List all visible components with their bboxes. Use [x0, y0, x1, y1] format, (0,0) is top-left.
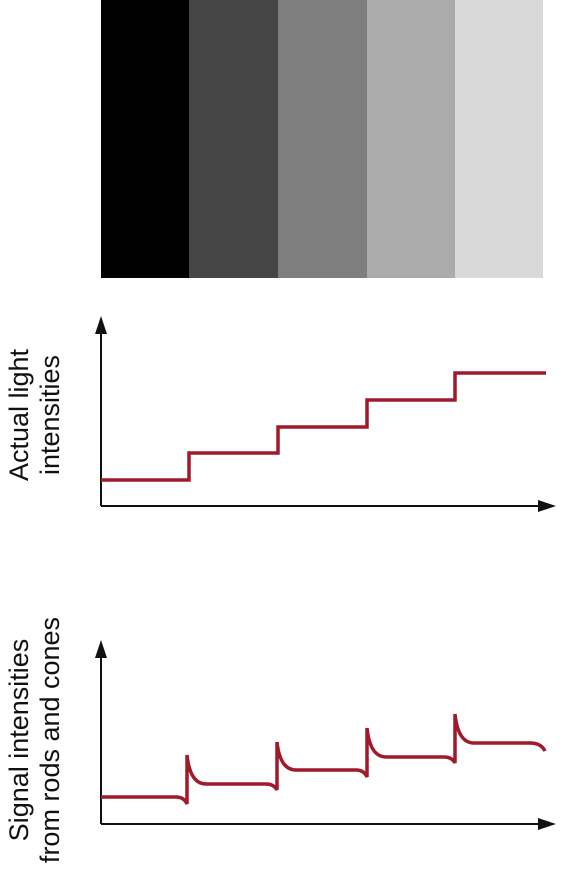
top-ylabel-line2: intensities [35, 355, 65, 475]
bottom-y-arrow [95, 640, 107, 658]
top-x-arrow [538, 500, 556, 512]
actual-intensity-graph: Actual light intensities [4, 316, 556, 512]
gray-bar-4 [367, 0, 455, 278]
signal-intensity-curve [101, 713, 547, 805]
top-axes [95, 316, 556, 512]
top-y-arrow [95, 316, 107, 334]
gray-bar-1 [101, 0, 189, 278]
bottom-ylabel-line2: from rods and cones [35, 617, 65, 863]
bottom-axes [95, 640, 556, 830]
gray-bar-3 [278, 0, 367, 278]
bottom-ylabel-line1: Signal intensities [4, 639, 34, 842]
top-ylabel-line1: Actual light [4, 348, 34, 481]
gray-bar-5 [455, 0, 543, 278]
bottom-x-arrow [538, 818, 556, 830]
gray-bars [101, 0, 543, 278]
actual-intensity-curve [101, 371, 546, 482]
gray-bar-2 [189, 0, 278, 278]
signal-intensity-graph: Signal intensities from rods and cones [4, 617, 556, 863]
